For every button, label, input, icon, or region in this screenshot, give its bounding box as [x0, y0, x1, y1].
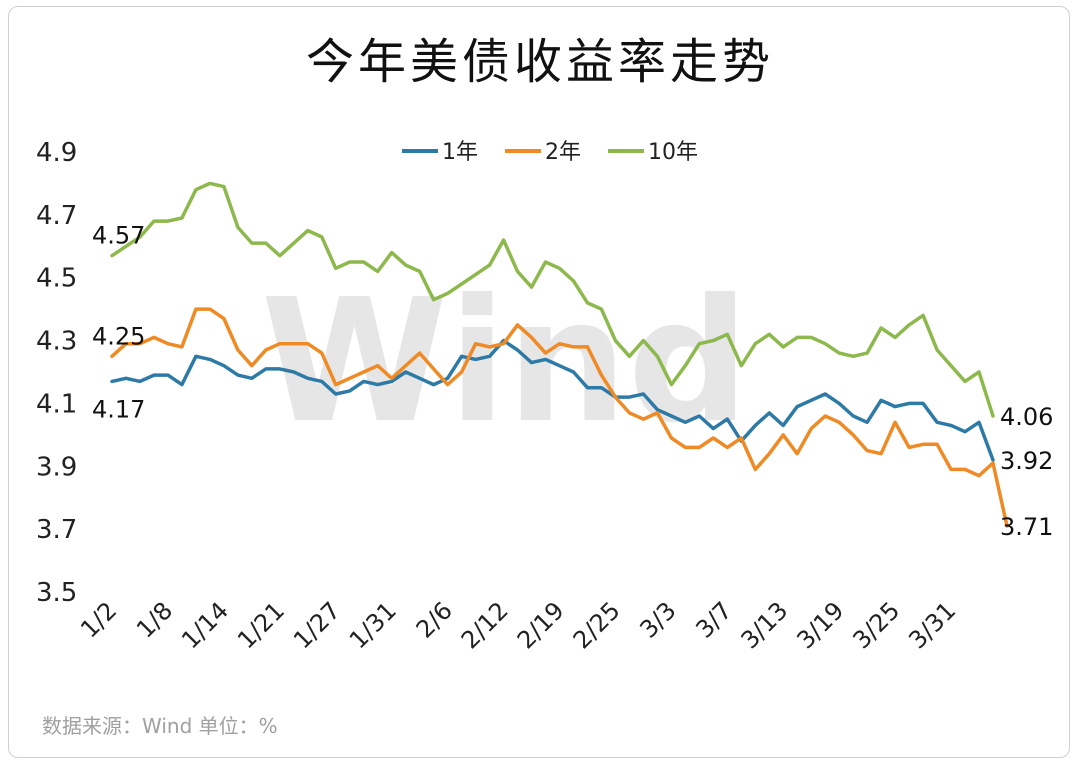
- watermark-text: Wind: [261, 263, 750, 461]
- start-data-label: 4.17: [92, 395, 145, 423]
- y-tick-label: 4.3: [36, 327, 77, 357]
- y-tick-label: 3.9: [36, 452, 77, 482]
- x-tick-label: 3/13: [736, 596, 794, 654]
- y-tick-label: 4.1: [36, 389, 77, 419]
- legend-label: 10年: [648, 140, 698, 165]
- y-tick-label: 4.5: [36, 264, 77, 294]
- x-tick-label: 3/19: [792, 596, 850, 654]
- series-line-0: [110, 338, 995, 462]
- chart-title: 今年美债收益率走势: [305, 34, 774, 90]
- legend-label: 1年: [442, 140, 478, 165]
- x-tick-label: 1/8: [131, 596, 178, 643]
- start-data-label: 4.25: [92, 322, 145, 350]
- x-tick-label: 3/3: [634, 596, 681, 643]
- end-data-label: 3.71: [1000, 513, 1053, 541]
- source-note: 数据来源：Wind 单位：%: [42, 714, 278, 738]
- y-tick-label: 4.7: [36, 201, 77, 231]
- x-tick-label: 3/31: [903, 596, 961, 654]
- x-tick-label: 1/21: [232, 596, 290, 654]
- legend-label: 2年: [545, 140, 581, 165]
- y-tick-label: 4.9: [36, 138, 77, 168]
- x-tick-label: 3/25: [847, 596, 905, 654]
- end-data-label: 3.92: [1000, 447, 1053, 475]
- y-tick-label: 3.5: [36, 578, 77, 608]
- start-data-label: 4.57: [92, 222, 145, 250]
- x-tick-label: 1/14: [176, 596, 234, 654]
- x-tick-label: 3/7: [690, 596, 737, 643]
- x-tick-label: 2/19: [512, 596, 570, 654]
- x-tick-label: 1/31: [344, 596, 402, 654]
- series-line-1: [110, 307, 1009, 528]
- y-tick-label: 3.7: [36, 515, 77, 545]
- series-line-2: [110, 181, 995, 418]
- x-tick-label: 2/12: [456, 596, 514, 654]
- x-tick-label: 2/25: [568, 596, 626, 654]
- end-data-label: 4.06: [1000, 403, 1053, 431]
- x-tick-label: 1/2: [75, 596, 122, 643]
- x-tick-label: 2/6: [411, 596, 458, 643]
- x-tick-label: 1/27: [288, 596, 346, 654]
